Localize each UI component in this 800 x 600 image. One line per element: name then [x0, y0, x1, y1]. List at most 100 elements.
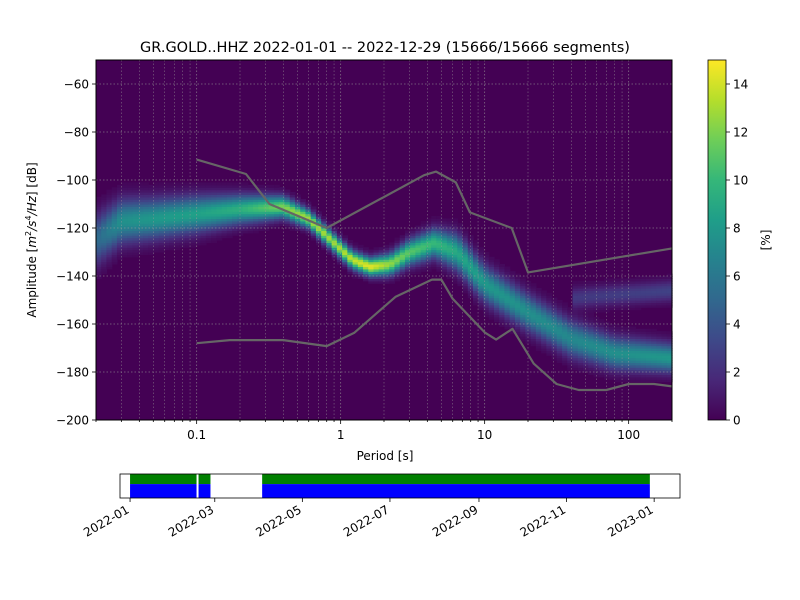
density-cell	[226, 182, 233, 186]
density-cell	[441, 261, 448, 265]
density-cell	[630, 367, 636, 371]
density-cell	[598, 309, 605, 313]
density-cell	[137, 232, 144, 236]
density-cell	[143, 208, 149, 212]
density-cell	[603, 343, 610, 347]
density-cell	[651, 336, 657, 339]
density-cell	[148, 189, 155, 193]
density-cell	[603, 324, 610, 327]
density-cell	[410, 244, 417, 248]
density-cell	[410, 232, 417, 236]
density-cell	[195, 211, 202, 215]
density-cell	[122, 204, 129, 207]
density-cell	[420, 249, 427, 253]
density-cell	[535, 343, 542, 347]
density-cell	[457, 256, 464, 260]
density-cell	[336, 261, 343, 265]
density-cell	[96, 204, 102, 207]
density-cell	[268, 194, 275, 198]
density-cell	[572, 283, 579, 287]
density-cell	[289, 220, 296, 224]
density-cell	[441, 242, 448, 246]
density-cell	[640, 364, 647, 368]
density-cell	[96, 240, 102, 243]
density-cell	[404, 252, 411, 255]
density-cell	[635, 348, 642, 351]
density-cell	[315, 211, 322, 215]
density-cell	[284, 192, 291, 195]
density-cell	[232, 201, 238, 205]
density-cell	[342, 240, 348, 243]
density-cell	[122, 232, 129, 236]
density-cell	[546, 292, 553, 296]
density-cell	[247, 184, 254, 188]
density-cell	[143, 225, 149, 229]
density-cell	[247, 204, 254, 207]
density-cell	[431, 242, 437, 246]
density-cell	[373, 249, 380, 253]
density-cell	[603, 338, 610, 342]
density-cell	[127, 184, 134, 188]
density-cell	[300, 218, 307, 222]
density-cell	[336, 244, 343, 248]
density-cell	[122, 237, 129, 241]
density-cell	[593, 374, 600, 378]
density-cell	[530, 283, 537, 287]
density-cell	[661, 357, 668, 361]
density-cell	[221, 184, 228, 188]
density-cell	[635, 376, 642, 380]
density-cell	[535, 319, 542, 323]
density-cell	[624, 285, 631, 289]
density-cell	[216, 192, 223, 195]
density-cell	[609, 345, 615, 349]
density-cell	[253, 199, 259, 203]
density-cell	[509, 290, 516, 294]
density-cell	[499, 304, 506, 308]
density-cell	[122, 208, 129, 212]
density-cell	[101, 225, 108, 229]
density-cell	[666, 369, 673, 373]
density-cell	[593, 285, 600, 289]
density-cell	[268, 211, 275, 215]
density-cell	[174, 199, 181, 203]
density-cell	[253, 223, 259, 227]
density-cell	[368, 266, 375, 270]
density-cell	[425, 223, 432, 227]
density-cell	[436, 240, 443, 243]
density-cell	[551, 352, 558, 356]
density-cell	[326, 244, 333, 248]
density-cell	[143, 213, 149, 217]
density-cell	[263, 196, 270, 200]
density-cell	[425, 256, 432, 260]
density-cell	[556, 302, 563, 306]
density-cell	[666, 283, 673, 287]
density-cell	[598, 360, 605, 363]
density-cell	[666, 343, 673, 347]
density-cell	[478, 276, 485, 279]
density-cell	[169, 218, 176, 222]
density-cell	[289, 194, 296, 198]
density-cell	[619, 352, 626, 356]
density-cell	[572, 285, 579, 289]
density-cell	[525, 307, 532, 311]
density-cell	[588, 280, 595, 284]
density-cell	[399, 252, 406, 255]
density-cell	[205, 199, 212, 203]
density-cell	[357, 261, 364, 265]
density-cell	[661, 338, 668, 342]
density-cell	[101, 196, 108, 200]
density-cell	[404, 266, 411, 270]
density-cell	[619, 343, 626, 347]
density-cell	[106, 264, 113, 267]
density-cell	[473, 244, 479, 248]
density-cell	[473, 271, 479, 275]
density-cell	[153, 235, 160, 239]
density-cell	[467, 273, 474, 277]
density-cell	[572, 312, 579, 315]
density-cell	[562, 314, 568, 318]
density-cell	[122, 244, 129, 248]
density-cell	[499, 316, 506, 320]
density-cell	[645, 355, 652, 359]
density-cell	[164, 242, 170, 246]
density-cell	[666, 340, 673, 344]
